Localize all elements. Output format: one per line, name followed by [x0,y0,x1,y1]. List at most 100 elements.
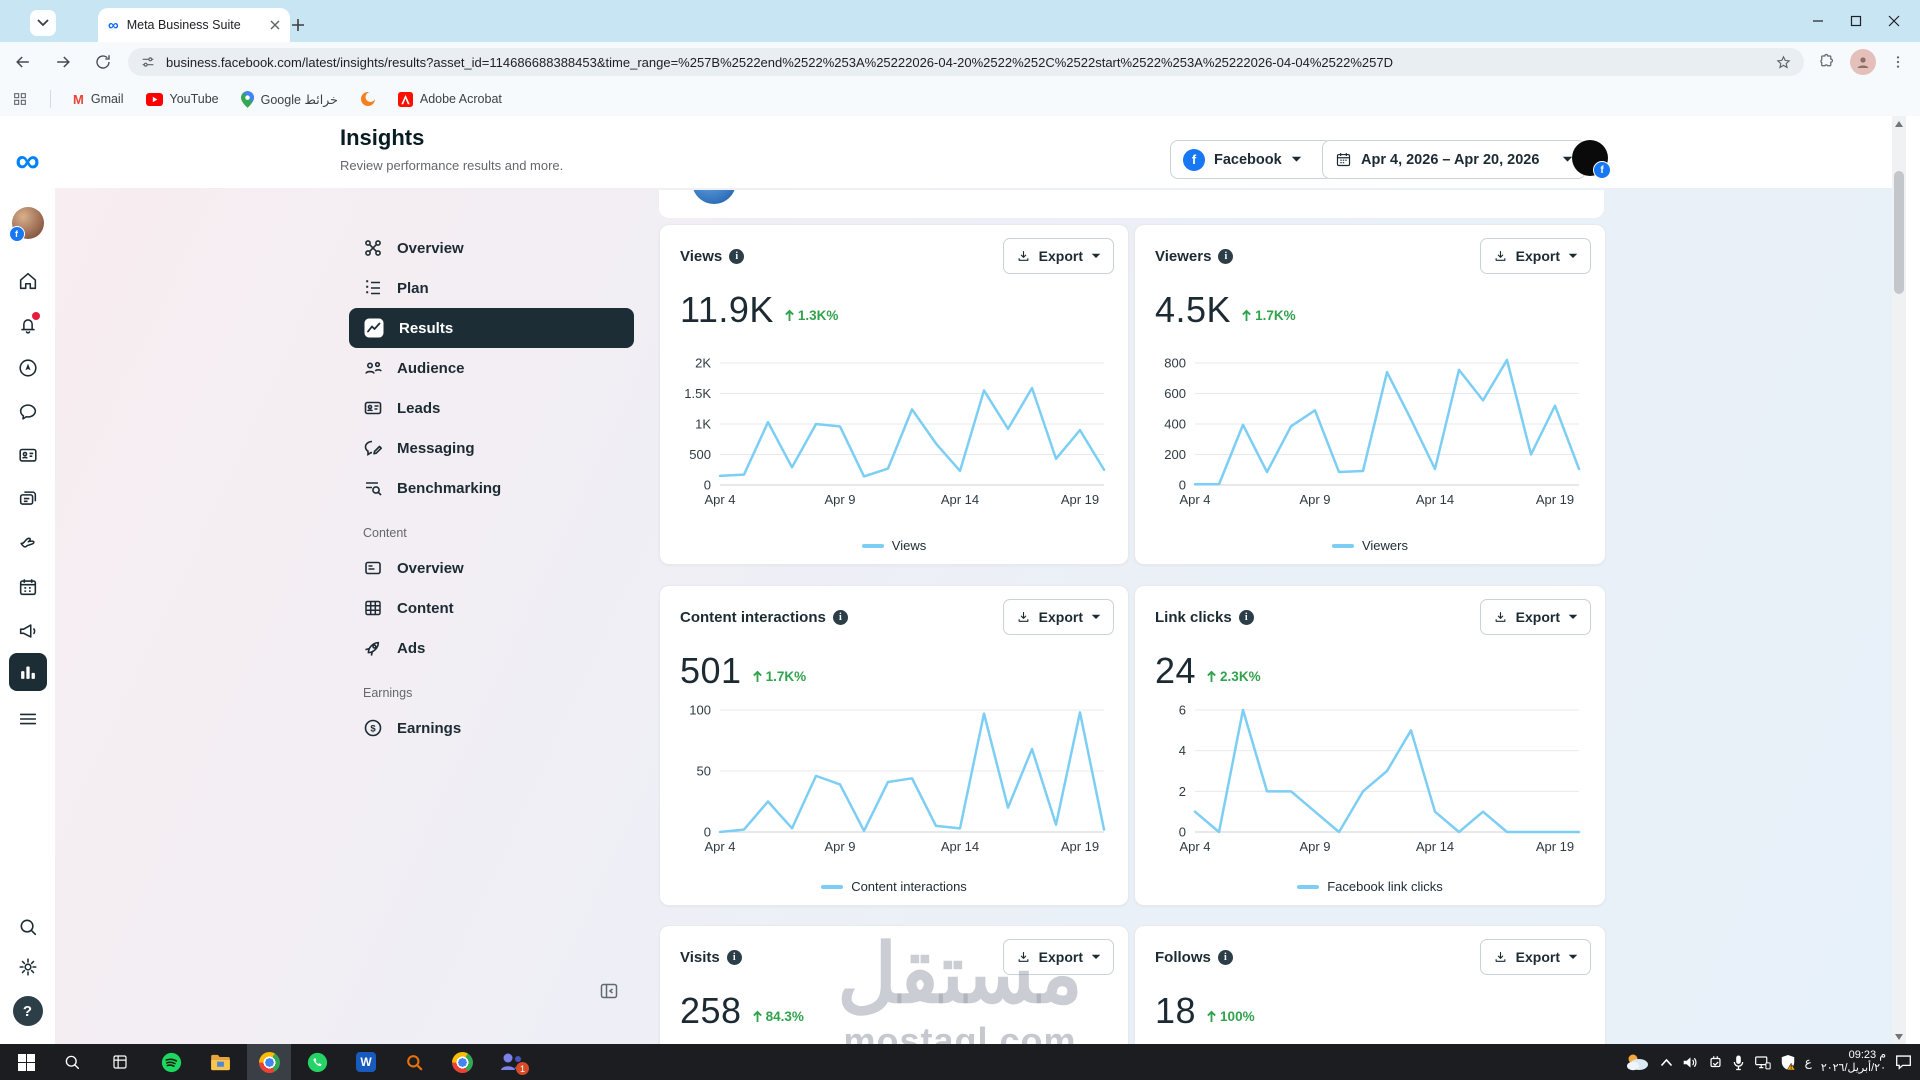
bookmark-google-maps[interactable]: Google خرائط [240,90,338,108]
ads-button[interactable] [9,612,47,650]
caret-down-icon [1091,253,1101,258]
tray-time: 09:23 م [1848,1049,1886,1061]
teams-button[interactable]: 1 [490,1044,534,1080]
export-button[interactable]: Export [1002,599,1114,635]
forward-button[interactable] [46,45,80,79]
spotify-button[interactable] [149,1044,193,1080]
info-icon[interactable]: i [726,949,742,965]
svg-text:Apr 9: Apr 9 [824,839,855,854]
bookmark-gmail[interactable]: M Gmail [73,91,124,107]
account-avatar[interactable]: f [1572,140,1611,179]
clock[interactable]: 09:23 م ٢٠/أبريل/٢٠٢٦ [1821,1049,1886,1075]
browser-menu-icon[interactable] [1890,54,1906,70]
taskbar-search-button[interactable] [50,1044,94,1080]
word-button[interactable]: W [344,1044,388,1080]
nav-overview[interactable]: Overview [349,228,634,268]
search-app-button[interactable] [392,1044,436,1080]
usb-eject-icon[interactable] [1708,1054,1723,1070]
svg-text:0: 0 [704,825,711,840]
back-button[interactable] [6,45,40,79]
weather-icon[interactable] [1625,1053,1651,1071]
export-button[interactable]: Export [1002,238,1114,274]
nav-ads[interactable]: Ads [349,628,634,668]
posts-button[interactable] [9,480,47,518]
export-button[interactable]: Export [1479,238,1591,274]
leads-button[interactable] [9,436,47,474]
audience-icon [365,361,382,374]
svg-text:Apr 19: Apr 19 [1536,839,1574,854]
caret-down-icon [1091,954,1101,959]
svg-text:Apr 14: Apr 14 [941,492,979,507]
planner-button[interactable] [9,568,47,606]
navigate-button[interactable] [9,349,47,387]
nav-leads[interactable]: Leads [349,388,634,428]
reload-button[interactable] [86,45,120,79]
start-button[interactable] [4,1044,48,1080]
close-window-icon[interactable] [1888,15,1900,27]
bookmark-adobe-acrobat[interactable]: Adobe Acrobat [397,91,502,107]
nav-plan[interactable]: Plan [349,268,634,308]
export-button[interactable]: Export [1479,599,1591,635]
browser-tab[interactable]: ∞ Meta Business Suite [98,8,290,42]
info-icon[interactable]: i [1217,949,1233,965]
nav-earnings[interactable]: $ Earnings [349,708,634,748]
page-scrollbar[interactable] [1892,116,1906,1044]
tab-search-button[interactable] [30,10,56,36]
info-icon[interactable]: i [729,248,745,264]
tray-expand-icon[interactable] [1660,1058,1673,1067]
nav-audience[interactable]: Audience [349,348,634,388]
microphone-icon[interactable] [1732,1054,1745,1071]
language-indicator[interactable]: ع [1804,1055,1812,1069]
chrome-button-active[interactable] [247,1044,291,1080]
task-view-button[interactable] [98,1044,142,1080]
extensions-icon[interactable] [1818,53,1836,71]
scroll-up-arrow[interactable] [1892,116,1906,131]
apps-grid-icon[interactable] [12,91,28,107]
all-tools-button[interactable] [9,700,47,738]
help-button[interactable]: ? [9,992,47,1030]
action-center-icon[interactable] [1895,1054,1912,1070]
export-button[interactable]: Export [1479,939,1591,975]
close-tab-icon[interactable] [270,20,280,30]
whatsapp-button[interactable] [295,1044,339,1080]
search-button[interactable] [9,908,47,946]
volume-icon[interactable] [1682,1055,1699,1070]
link-clicks-chart: 0 2 4 6 Apr 4 Apr 9 Apr 14 Apr 19 [1149,700,1585,862]
collapse-nav-button[interactable] [598,980,620,1002]
minimize-icon[interactable] [1812,15,1824,27]
date-range-button[interactable]: Apr 4, 2026 – Apr 20, 2026 [1322,140,1586,179]
scroll-down-arrow[interactable] [1892,1029,1906,1044]
info-icon[interactable]: i [1218,248,1234,264]
home-button[interactable] [9,262,47,300]
file-explorer-button[interactable] [198,1044,242,1080]
insights-button-selected[interactable] [8,653,47,691]
network-icon[interactable] [1754,1055,1771,1070]
nav-content[interactable]: Content [349,588,634,628]
scrollbar-thumb[interactable] [1894,171,1904,294]
security-shield-icon[interactable] [1780,1054,1796,1071]
page-subtitle: Review performance results and more. [340,158,564,173]
maximize-icon[interactable] [1850,15,1862,27]
bookmark-unlabeled[interactable] [360,91,376,107]
nav-benchmarking[interactable]: Benchmarking [349,468,634,508]
nav-results[interactable]: Results [349,308,634,348]
nav-content-overview[interactable]: Overview [349,548,634,588]
export-button[interactable]: Export [1002,939,1114,975]
settings-button[interactable] [9,948,47,986]
bookmark-youtube[interactable]: YouTube [145,92,219,106]
creator-button[interactable] [9,523,47,561]
info-icon[interactable]: i [1238,609,1254,625]
notifications-button[interactable] [9,306,47,344]
url-bar[interactable]: business.facebook.com/latest/insights/re… [128,48,1804,76]
inbox-button[interactable] [9,393,47,431]
browser-profile-avatar[interactable] [1850,49,1876,75]
bookmark-star-icon[interactable] [1775,54,1792,71]
business-avatar[interactable]: f [8,204,47,242]
platform-selector-button[interactable]: f Facebook [1170,140,1333,179]
info-icon[interactable]: i [832,609,848,625]
new-tab-button[interactable] [284,11,312,39]
site-settings-icon[interactable] [140,54,156,70]
meta-logo[interactable]: ∞ [15,142,40,180]
nav-messaging[interactable]: Messaging [349,428,634,468]
chrome-profile2-button[interactable] [440,1044,484,1080]
